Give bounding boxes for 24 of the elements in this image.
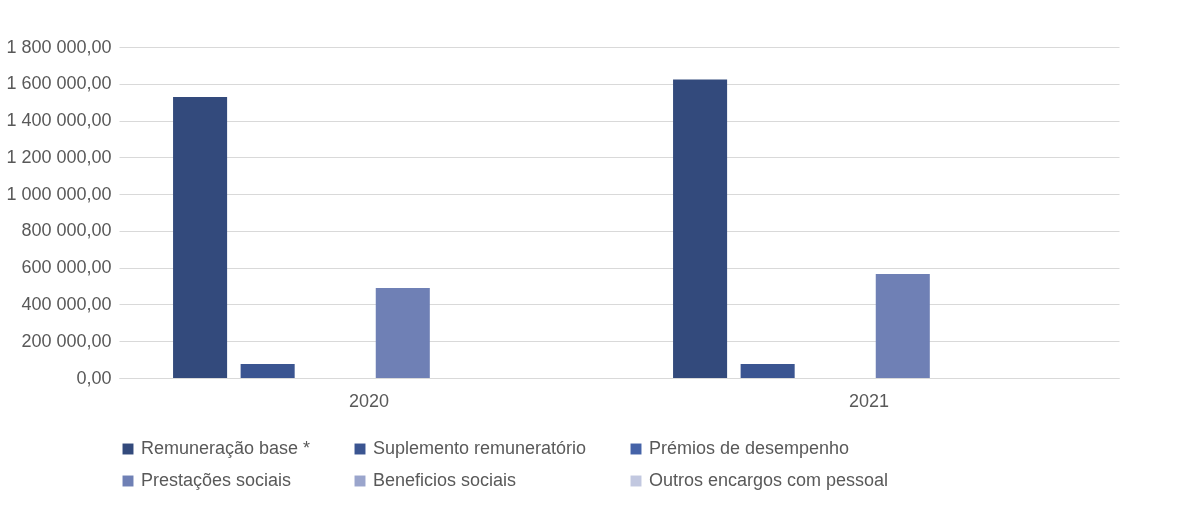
bar [875, 274, 930, 378]
y-tick-label: 1 400 000,00 [6, 110, 112, 131]
bar [375, 288, 430, 378]
y-tick-label: 600 000,00 [21, 257, 112, 278]
y-tick-label: 1 000 000,00 [6, 183, 112, 204]
legend-label: Remuneração base * [141, 438, 311, 458]
bar [240, 364, 295, 378]
y-tick-label: 0,00 [76, 367, 112, 388]
legend-label: Prestações sociais [141, 470, 292, 490]
x-tick-label: 2020 [348, 390, 390, 411]
y-tick-label: 1 200 000,00 [6, 146, 112, 167]
y-tick-label: 1 600 000,00 [6, 73, 112, 94]
x-tick-label: 2021 [848, 390, 890, 411]
legend-label: Outros encargos com pessoal [649, 470, 889, 490]
y-tick-label: 400 000,00 [21, 293, 112, 314]
legend-label: Prémios de desempenho [649, 438, 850, 458]
legend-label: Suplemento remuneratório [373, 438, 587, 458]
y-tick-label: 1 800 000,00 [6, 36, 112, 57]
bar [173, 97, 228, 378]
bar [673, 79, 728, 378]
y-tick-label: 800 000,00 [21, 220, 112, 241]
y-tick-label: 200 000,00 [21, 330, 112, 351]
bar [740, 364, 795, 378]
legend-label: Beneficios sociais [373, 470, 517, 490]
